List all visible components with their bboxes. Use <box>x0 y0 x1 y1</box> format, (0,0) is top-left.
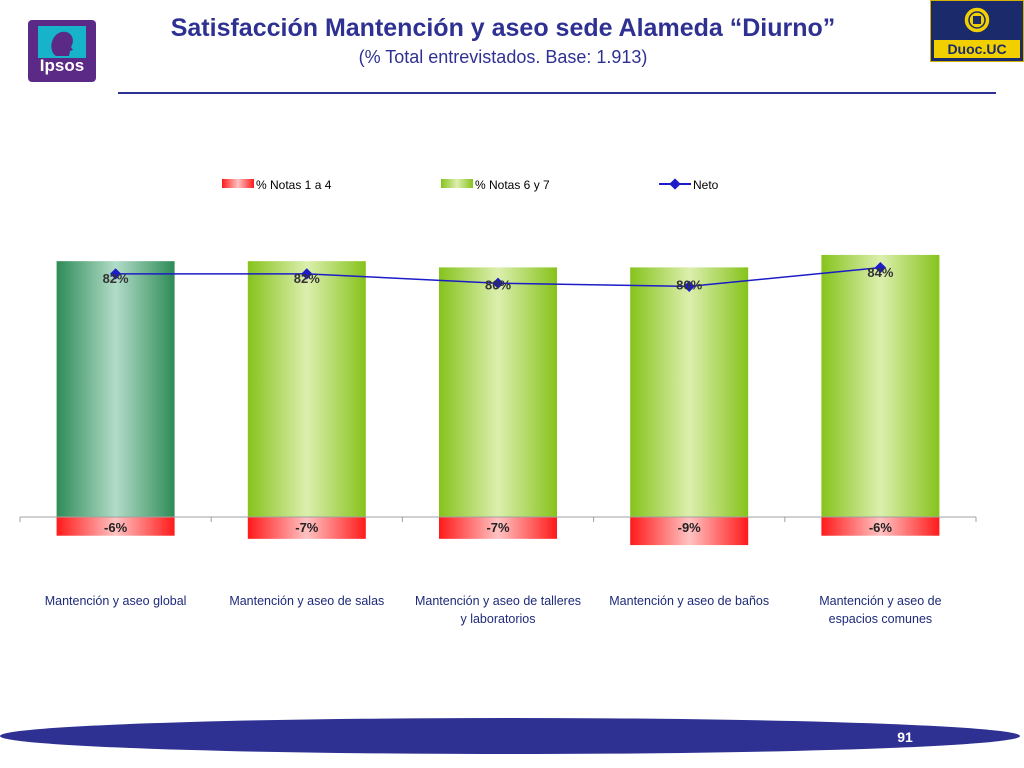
category-label: y laboratorios <box>460 612 535 626</box>
ipsos-logo-text: Ipsos <box>39 56 85 75</box>
data-label-notas-6-7: 82% <box>103 271 129 286</box>
category-labels: Mantención y aseo global Mantención y ase… <box>45 594 942 626</box>
data-label-notas-1-4: -6% <box>104 520 128 535</box>
bar-notas-1-4 <box>821 517 940 536</box>
data-label-notas-6-7: 80% <box>485 277 511 292</box>
category-label: Mantención y aseo de talleres <box>415 594 581 608</box>
ipsos-logo: Ipsos <box>28 20 96 82</box>
bar-notas-1-4 <box>56 517 175 536</box>
category-label: Mantención y aseo de <box>819 594 941 608</box>
bar-notas-6-7 <box>821 254 940 518</box>
bar-notas-6-7 <box>56 261 175 517</box>
bar-notas-6-7 <box>439 267 557 517</box>
page-title: Satisfacción Mantención y aseo sede Alam… <box>170 14 836 42</box>
data-label-notas-6-7: 80% <box>676 277 702 292</box>
neto-point <box>874 261 887 274</box>
data-label-notas-1-4: -9% <box>678 520 702 535</box>
title-divider <box>118 92 996 94</box>
university-seal-icon <box>963 6 991 34</box>
bars-notas-6-7 <box>56 254 940 518</box>
bar-notas-6-7 <box>630 267 749 517</box>
legend-notas-6-7-swatch <box>441 179 473 188</box>
legend-notas-1-4-label: % Notas 1 a 4 <box>256 178 332 192</box>
legend-notas-1-4-swatch <box>222 179 254 188</box>
category-label: Mantención y aseo de baños <box>609 594 769 608</box>
data-labels: 82% 82% 80% 80% 84% -6% -7% -7% -9% -6% <box>103 265 894 535</box>
data-label-notas-6-7: 84% <box>867 265 893 280</box>
data-label-notas-1-4: -7% <box>295 520 319 535</box>
duoc-logo: Duoc.UC <box>930 0 1024 62</box>
category-label: Mantención y aseo de salas <box>229 594 384 608</box>
neto-point <box>683 280 695 293</box>
page-subtitle: (% Total entrevistados. Base: 1.913) <box>358 47 648 67</box>
bar-notas-1-4 <box>439 517 557 539</box>
x-axis <box>19 516 977 522</box>
category-label: Mantención y aseo global <box>45 594 187 608</box>
bar-notas-6-7 <box>247 261 366 517</box>
bar-notas-1-4 <box>247 517 366 539</box>
ipsos-head-icon <box>38 26 86 58</box>
legend-notas-6-7-label: % Notas 6 y 7 <box>475 178 550 192</box>
duoc-logo-text: Duoc.UC <box>934 40 1020 58</box>
data-label-notas-1-4: -7% <box>486 520 510 535</box>
chart-legend: % Notas 1 a 4 % Notas 6 y 7 Neto <box>222 178 719 192</box>
bars-notas-1-4 <box>56 517 940 546</box>
satisfaction-chart: % Notas 1 a 4 % Notas 6 y 7 Neto 82% 82% 80%… <box>19 178 977 626</box>
data-label-notas-1-4: -6% <box>869 520 893 535</box>
legend-neto-marker <box>669 178 681 190</box>
page-number: 91 <box>897 729 913 745</box>
legend-neto-label: Neto <box>693 178 719 192</box>
category-label: espacios comunes <box>829 612 933 626</box>
bar-notas-1-4 <box>630 517 749 546</box>
data-label-notas-6-7: 82% <box>294 271 320 286</box>
footer-band <box>0 718 1020 754</box>
